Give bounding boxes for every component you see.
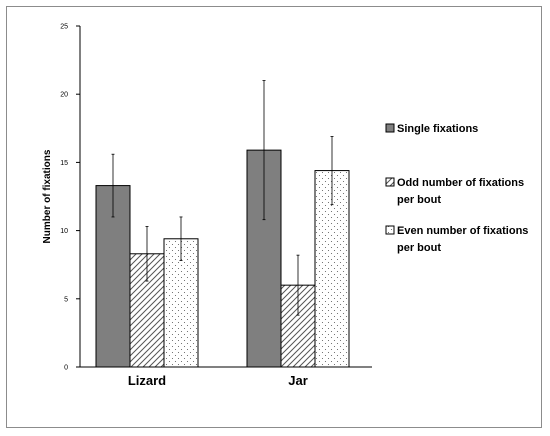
- legend: Single fixations Odd number of fixations p…: [385, 123, 528, 254]
- y-tick-label: 20: [60, 92, 68, 99]
- y-tick-label: 25: [60, 24, 68, 31]
- y-tick-label: 15: [60, 160, 68, 167]
- y-tick-label: 10: [60, 228, 68, 235]
- y-tick-label: 0: [64, 365, 68, 372]
- legend-label: Single fixations: [397, 123, 478, 135]
- legend-swatch: [385, 177, 395, 187]
- legend-label: per bout: [397, 242, 441, 254]
- legend-label: Even number of fixations: [397, 225, 528, 237]
- category-label-jar: Jar: [288, 373, 308, 388]
- legend-swatch: [385, 123, 395, 133]
- category-label-lizard: Lizard: [128, 373, 166, 388]
- y-tick-label: 5: [64, 296, 68, 303]
- y-axis-label: Number of fixations: [42, 149, 53, 243]
- legend-label: Odd number of fixations: [397, 177, 524, 189]
- bar-even-lizard: [163, 238, 199, 368]
- category-labels: Lizard Jar: [128, 373, 308, 388]
- error-bars: [111, 80, 334, 316]
- y-ticks: 0 5 10 15 20 25: [60, 24, 80, 372]
- legend-label: per bout: [397, 194, 441, 206]
- legend-swatch: [385, 225, 395, 235]
- bars: [95, 149, 350, 368]
